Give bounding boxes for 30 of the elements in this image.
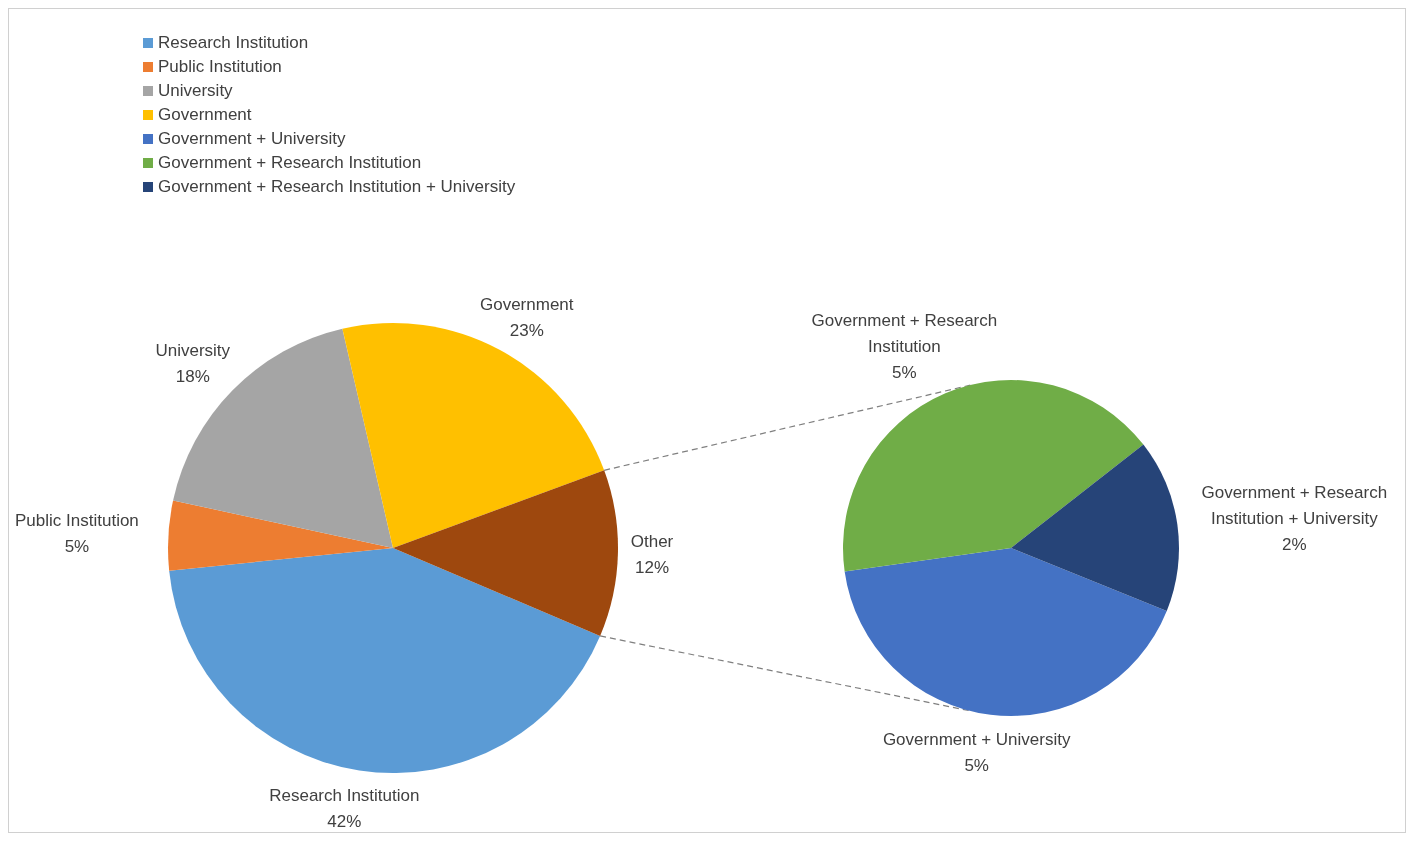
legend-label: University (158, 81, 234, 100)
slice-label: Other (630, 532, 674, 552)
pie-slice (1011, 444, 1179, 611)
slice-label: Government (479, 294, 574, 314)
pie-slice (843, 380, 1144, 572)
data-label: 2% (1282, 534, 1307, 554)
data-label: 18% (175, 367, 210, 387)
slice-label: Government + University (882, 730, 1071, 750)
slice-label: University (155, 341, 231, 361)
pie-slice (169, 548, 601, 773)
slice-label: Public Institution (15, 511, 139, 531)
pie-slice (168, 500, 393, 571)
legend-label: Government (158, 105, 252, 124)
slice-label: Government + Research Institution + University (1201, 482, 1388, 528)
legend-label: Government + Research Institution (158, 153, 422, 172)
pie-slice (844, 548, 1167, 716)
data-label: 42% (327, 812, 362, 832)
pie-slice (393, 470, 618, 636)
slice-label: Research Institution (269, 786, 420, 806)
legend-label: Research Institution (158, 33, 309, 52)
pie-slice (342, 323, 605, 548)
legend-label: Public Institution (158, 57, 282, 76)
legend-label: Government + University (158, 129, 347, 148)
data-label: 5% (964, 756, 989, 776)
data-label: 5% (64, 537, 90, 557)
data-label: 5% (892, 363, 917, 383)
legend-label: Government + Research Institution + University (158, 177, 516, 196)
data-label: 23% (509, 320, 544, 340)
slice-label: Government + Research Institution (811, 311, 998, 357)
data-label: 12% (635, 558, 670, 578)
